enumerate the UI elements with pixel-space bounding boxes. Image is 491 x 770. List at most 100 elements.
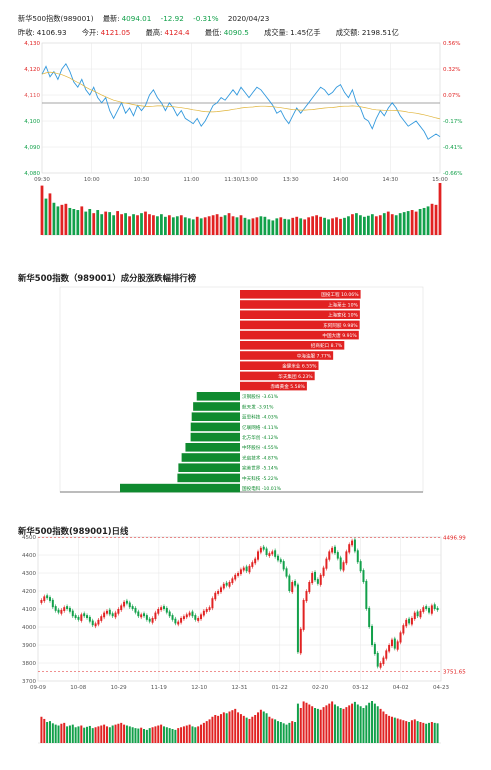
volume-bar <box>257 712 260 743</box>
volume-bar <box>275 218 279 235</box>
volume-bar <box>271 718 274 743</box>
volume-bar <box>242 715 245 743</box>
volume-bar <box>71 724 74 743</box>
volume-bar <box>299 708 302 743</box>
candle-body <box>154 612 157 620</box>
ranking-bar <box>240 341 345 350</box>
volume-bar <box>243 217 247 235</box>
volume-bar <box>413 719 416 743</box>
volume-bar <box>56 206 60 235</box>
candle-body <box>314 571 317 581</box>
volume-bar <box>205 721 208 743</box>
volume-bar <box>347 216 350 235</box>
volume-bar <box>88 725 91 743</box>
volume-bar <box>382 711 385 743</box>
volume-bar <box>314 708 317 743</box>
ranking-chart: 国投工程 10.06% 上海莱士 10% 上海家化 10% 东阿阿胶 9.98% 中国大… <box>59 286 424 493</box>
candle-body <box>160 607 163 611</box>
candle-body <box>328 551 331 560</box>
volume-bar <box>268 716 271 743</box>
y-tick-left: 4,130 <box>24 41 40 47</box>
volume-bar <box>406 211 410 235</box>
volume-bar <box>336 706 339 743</box>
low-value: 4090.5 <box>223 28 249 37</box>
volume-bar <box>305 702 308 743</box>
candle-body <box>430 605 433 614</box>
volume-bar <box>48 193 52 235</box>
volume-bar <box>390 716 393 743</box>
volume-bar <box>194 727 197 743</box>
volume-bar <box>254 715 257 743</box>
volume-bar <box>231 216 235 235</box>
x-tick-label: 01-22 <box>272 685 288 691</box>
volume-bar <box>402 212 406 235</box>
x-tick-label: 10:30 <box>134 177 150 183</box>
y-tick-right: -0.17% <box>443 119 462 125</box>
volume-bar <box>374 216 378 235</box>
candle-body <box>396 641 399 650</box>
volume-bar <box>217 715 220 743</box>
candle-body <box>202 610 205 616</box>
volume-bar <box>128 726 131 743</box>
volume-bar <box>356 704 359 743</box>
volume-bar <box>418 209 422 235</box>
volume-bar <box>311 216 315 235</box>
volume-bar <box>248 718 251 743</box>
candle-body <box>63 607 66 611</box>
volume-bar <box>68 725 71 743</box>
y-tick-right: -0.66% <box>443 171 462 177</box>
candle-body <box>262 546 265 550</box>
low-label: 最低: <box>204 28 222 37</box>
volume-bar <box>385 714 388 743</box>
ranking-bar-label: 上海家化 10% <box>328 312 359 319</box>
ranking-title: 新华500指数（989001）成分股涨跌幅排行榜 <box>18 273 197 283</box>
volume-bar <box>342 708 345 743</box>
candle-body <box>376 652 379 667</box>
volume-bar <box>355 213 358 235</box>
candle-body <box>128 602 131 608</box>
ranking-bar <box>240 381 307 391</box>
volume-bar <box>168 728 171 743</box>
x-tick-label: 10-29 <box>111 685 127 691</box>
candle-body <box>222 583 225 589</box>
candle-body <box>436 607 439 611</box>
ranking-bar-label: 中国大唐 9.91% <box>322 332 357 339</box>
volume-bar <box>48 721 51 743</box>
volume-bar <box>362 708 365 743</box>
x-tick-label: 09:30 <box>34 177 50 183</box>
prev-close-value: 4106.93 <box>36 28 67 37</box>
x-tick-label: 04-23 <box>433 685 449 691</box>
candle-body <box>143 613 146 617</box>
volume-bar <box>76 210 80 235</box>
volume-bar <box>117 723 120 743</box>
volume-bar <box>151 727 154 743</box>
ranking-bar-label: 北方华创 -4.12% <box>242 434 279 441</box>
volume-bar <box>191 726 194 743</box>
volume-bar <box>60 723 63 743</box>
volume-bar <box>393 717 396 743</box>
volume-bar <box>345 707 348 743</box>
volume-bar <box>187 218 191 235</box>
volume-bar <box>191 219 195 235</box>
volume-bar <box>255 217 259 235</box>
candle-body <box>188 612 191 616</box>
candle-body <box>385 650 388 659</box>
ranking-bar <box>240 371 315 381</box>
ranking-bar-label: 亿联网络 -4.11% <box>242 424 279 431</box>
volume-bar <box>132 214 135 235</box>
x-tick-label: 10-08 <box>70 685 86 691</box>
volume-bar <box>94 727 97 743</box>
volume-bar <box>174 729 177 743</box>
volume-bar <box>399 719 402 743</box>
volume-bar <box>351 214 354 235</box>
candle-body <box>405 619 408 627</box>
ranking-bar-label: 中天科技 -5.22% <box>242 475 279 482</box>
ranking-bar <box>240 351 334 360</box>
candle-body <box>88 616 91 622</box>
volume-bar <box>333 704 336 743</box>
price-line <box>41 62 441 140</box>
volume-bar <box>162 726 165 743</box>
volume-bar <box>44 198 48 235</box>
volume-bar <box>247 219 251 235</box>
y-tick-right: 0.32% <box>443 67 460 73</box>
